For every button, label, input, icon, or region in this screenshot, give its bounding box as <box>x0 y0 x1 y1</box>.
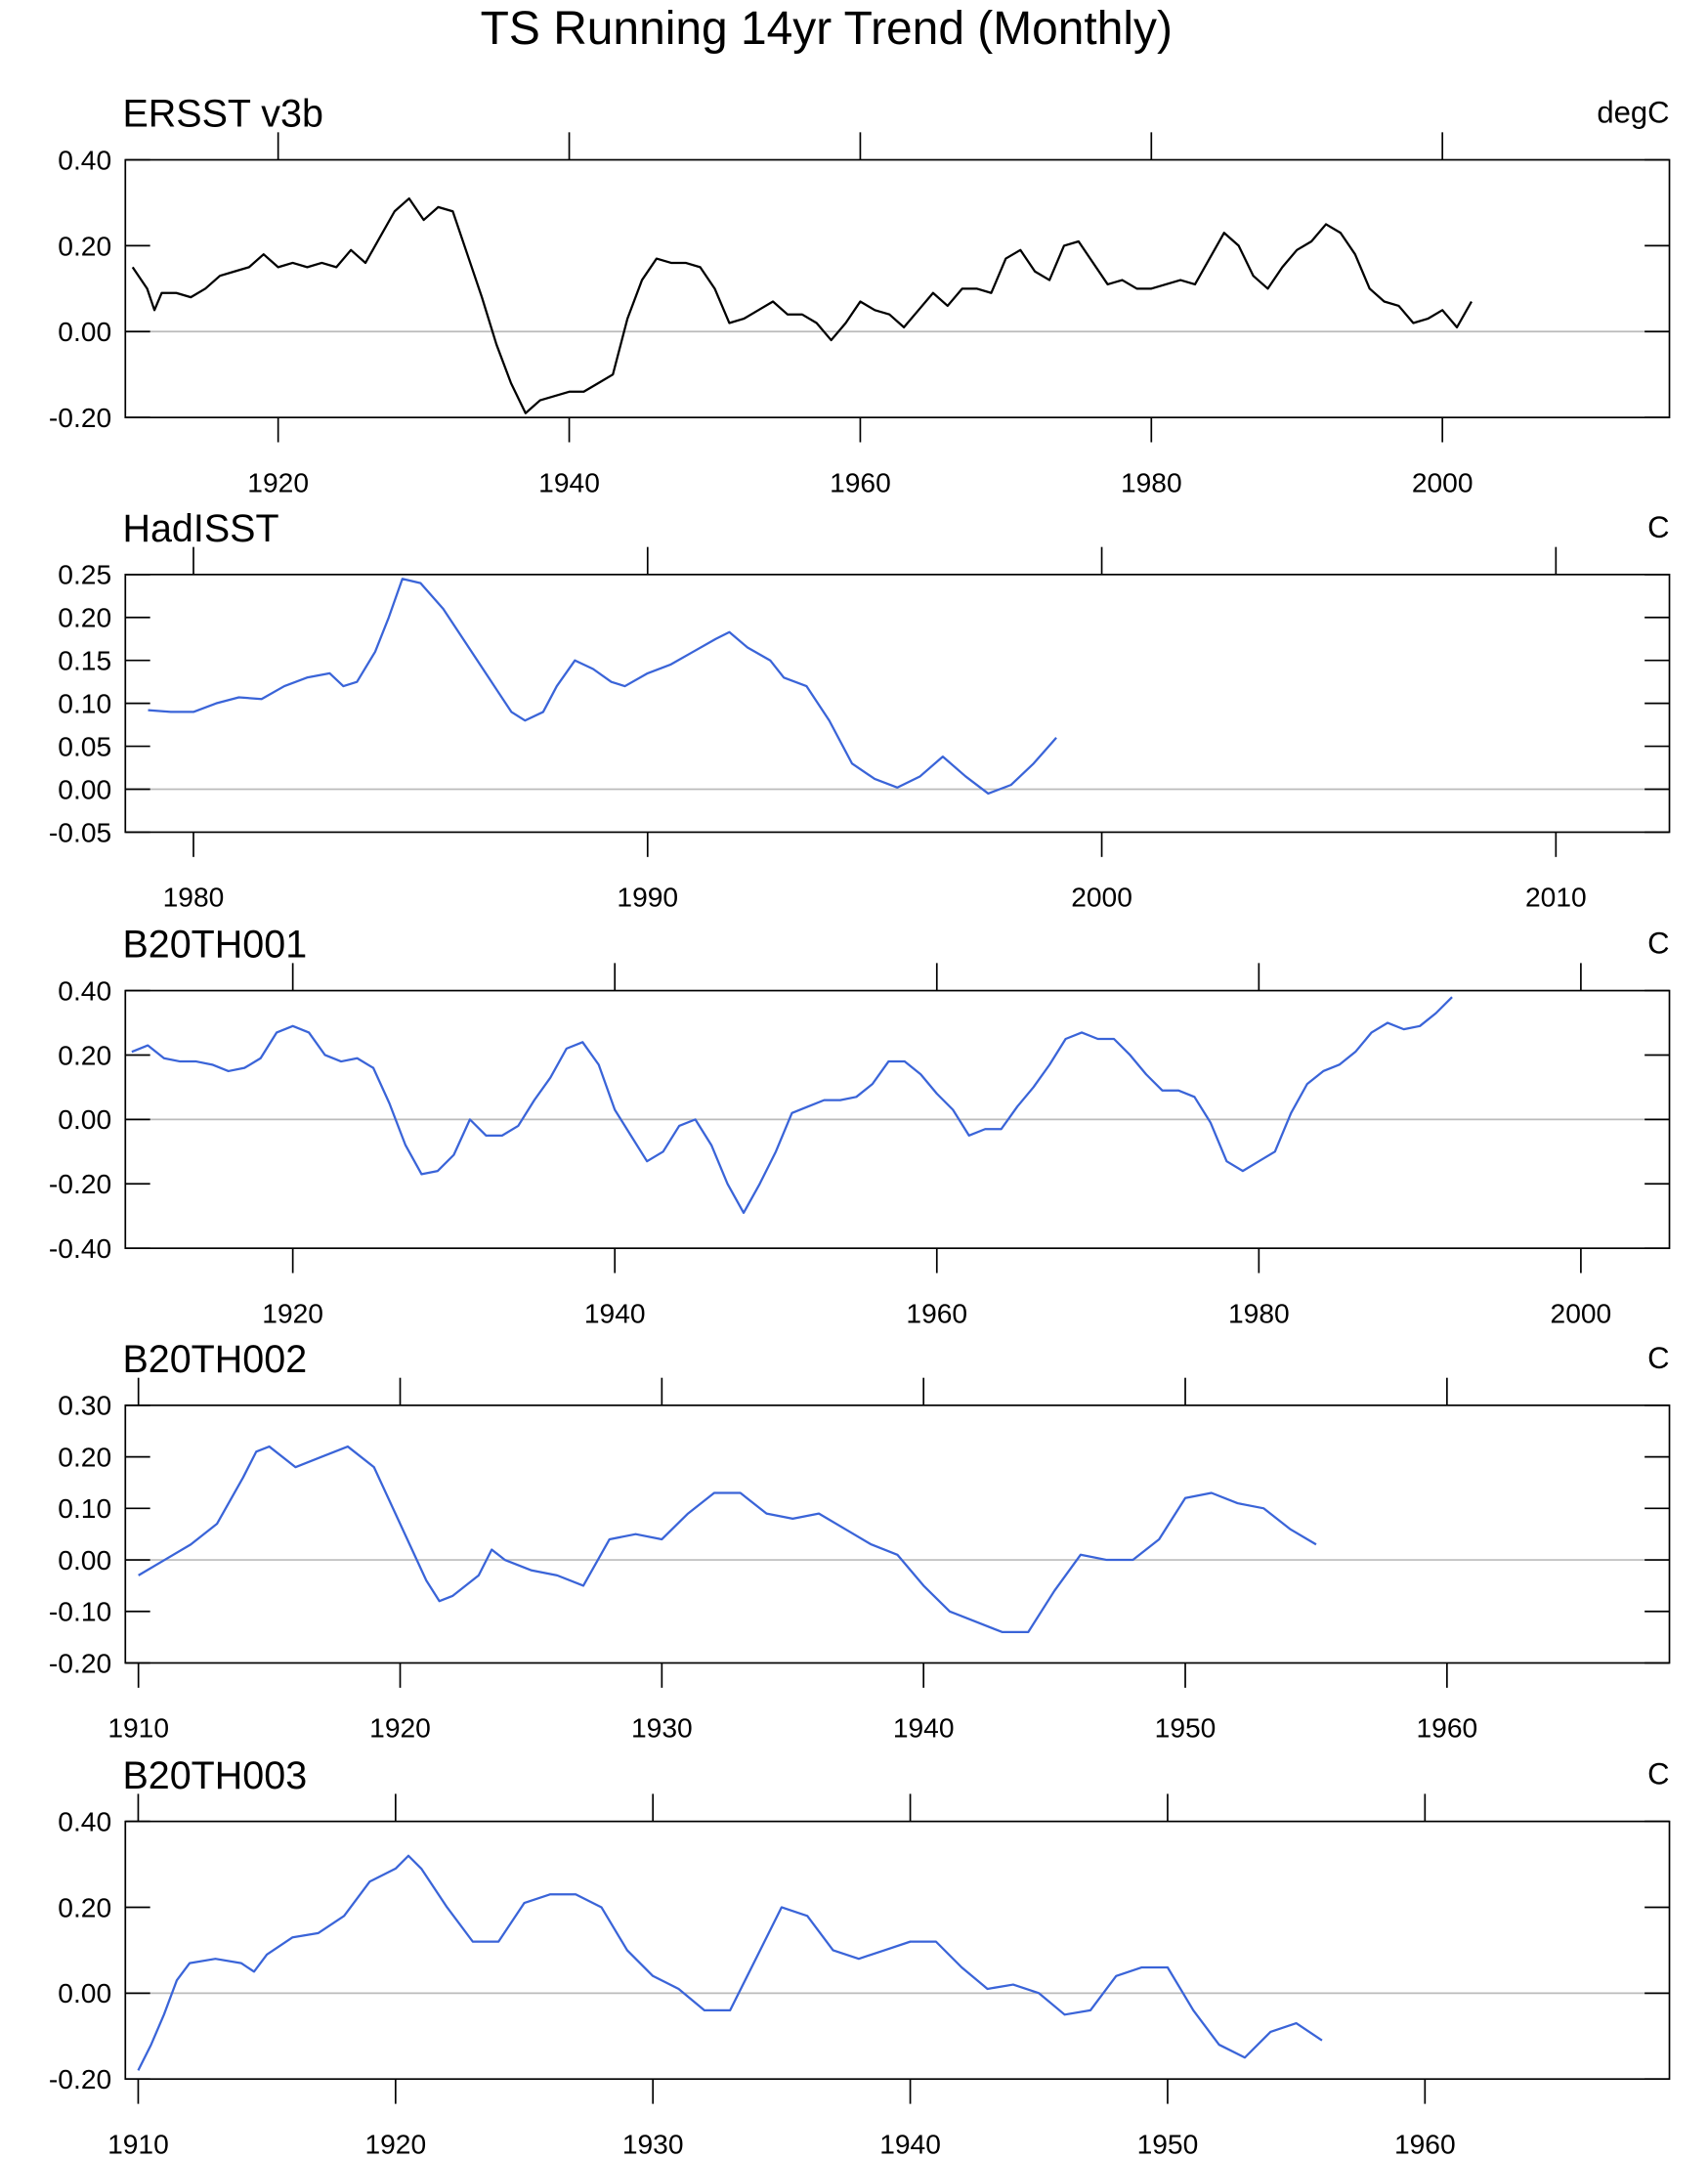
x-tick-label: 1940 <box>879 2128 941 2158</box>
y-tick-label: 0.15 <box>58 645 111 676</box>
x-tick-label: 1960 <box>906 1297 967 1328</box>
y-tick-label: -0.40 <box>49 1232 111 1264</box>
x-tick-label: 1960 <box>1417 1712 1478 1744</box>
plot-frame <box>124 158 1671 418</box>
x-tick-label: 1930 <box>631 1712 693 1744</box>
x-tick-label: 1980 <box>1121 466 1182 497</box>
y-tick-label: 0.40 <box>58 144 111 175</box>
y-tick-label: 0.40 <box>58 1805 111 1836</box>
data-line <box>138 1445 1317 1633</box>
x-tick-label: 1950 <box>1155 1712 1217 1744</box>
units-label: C <box>1647 1341 1669 1375</box>
x-tick-label: 2000 <box>1412 466 1473 497</box>
y-tick-label: 0.00 <box>58 1544 111 1575</box>
y-tick-label: 0.05 <box>58 730 111 761</box>
data-line <box>137 1854 1323 2071</box>
x-tick-label: 1940 <box>893 1712 955 1744</box>
y-tick-label: 0.10 <box>58 1492 111 1524</box>
x-tick-label: 1980 <box>1228 1297 1290 1328</box>
data-line <box>131 196 1473 414</box>
y-tick-label: 0.20 <box>58 602 111 633</box>
plot-frame <box>124 1820 1671 2081</box>
x-tick-label: 1930 <box>622 2128 684 2158</box>
x-tick-label: 1950 <box>1137 2128 1199 2158</box>
panel-title: ERSST v3b <box>122 93 322 136</box>
y-tick-label: 0.00 <box>58 1977 111 2008</box>
y-tick-label: 0.20 <box>58 230 111 261</box>
panel-title: B20TH003 <box>122 1754 307 1797</box>
y-tick-label: -0.05 <box>49 816 111 847</box>
x-tick-label: 1960 <box>830 466 891 497</box>
x-tick-label: 1920 <box>262 1297 323 1328</box>
plot-frame <box>124 1404 1671 1664</box>
units-label: C <box>1647 510 1669 544</box>
y-tick-label: -0.20 <box>49 402 111 433</box>
x-tick-label: 1910 <box>107 1712 169 1744</box>
y-tick-label: -0.20 <box>49 2063 111 2094</box>
panel-title: B20TH001 <box>122 924 307 967</box>
x-tick-label: 1920 <box>364 2128 426 2158</box>
y-tick-label: -0.10 <box>49 1596 111 1627</box>
y-tick-label: 0.20 <box>58 1039 111 1070</box>
y-tick-label: -0.20 <box>49 1168 111 1199</box>
panel-title: B20TH002 <box>122 1338 307 1381</box>
data-line <box>148 578 1057 796</box>
x-tick-label: 1960 <box>1394 2128 1456 2158</box>
x-tick-label: 1940 <box>538 466 600 497</box>
y-tick-label: 0.40 <box>58 974 111 1006</box>
x-tick-label: 1980 <box>163 882 225 913</box>
y-tick-label: 0.00 <box>58 1103 111 1135</box>
x-tick-label: 2000 <box>1071 882 1132 913</box>
units-label: C <box>1647 927 1669 961</box>
y-tick-label: 0.00 <box>58 773 111 804</box>
plot-frame <box>124 574 1671 834</box>
panel-title: HadISST <box>122 507 278 550</box>
y-tick-label: 0.20 <box>58 1891 111 1922</box>
x-tick-label: 1910 <box>107 2128 169 2158</box>
x-tick-label: 1990 <box>617 882 678 913</box>
x-tick-label: 2000 <box>1551 1297 1612 1328</box>
x-tick-label: 2010 <box>1525 882 1587 913</box>
data-line <box>131 996 1453 1215</box>
y-tick-label: 0.10 <box>58 688 111 719</box>
x-tick-label: 1940 <box>584 1297 646 1328</box>
y-tick-label: 0.25 <box>58 559 111 590</box>
units-label: C <box>1647 1757 1669 1791</box>
y-tick-label: 0.20 <box>58 1441 111 1472</box>
units-label: degC <box>1597 95 1669 129</box>
x-tick-label: 1920 <box>247 466 309 497</box>
y-tick-label: 0.00 <box>58 316 111 347</box>
y-tick-label: -0.20 <box>49 1647 111 1678</box>
y-tick-label: 0.30 <box>58 1390 111 1421</box>
x-tick-label: 1920 <box>369 1712 431 1744</box>
figure-title: TS Running 14yr Trend (Monthly) <box>481 3 1173 55</box>
